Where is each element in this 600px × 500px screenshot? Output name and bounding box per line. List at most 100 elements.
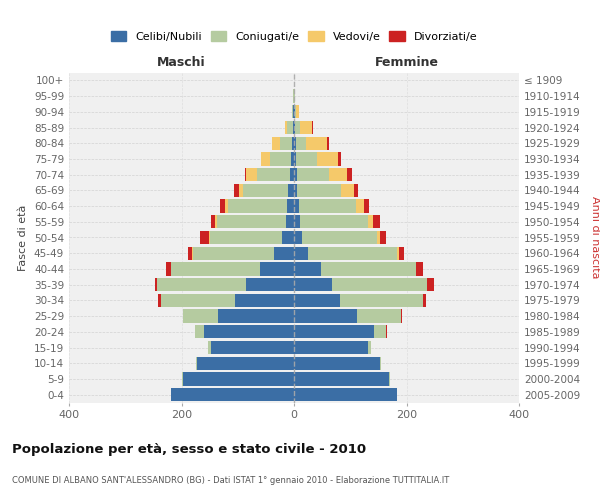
Bar (235, 184, 294, 197)
Bar (294, 310, 357, 323)
Bar (280, 136, 294, 150)
Bar (294, 231, 380, 244)
Bar (294, 310, 401, 323)
Bar (294, 200, 364, 213)
Bar (208, 341, 294, 354)
Bar (289, 184, 294, 197)
Bar (294, 310, 401, 323)
Bar (292, 136, 294, 150)
Bar (294, 136, 296, 150)
Bar (294, 152, 317, 166)
Bar (211, 215, 294, 228)
Bar (294, 325, 374, 338)
Bar (294, 294, 340, 307)
Bar (294, 310, 402, 323)
Bar (182, 372, 294, 386)
Bar (294, 262, 423, 276)
Bar (294, 231, 302, 244)
Bar (294, 246, 308, 260)
Bar (294, 341, 368, 354)
Bar (245, 168, 294, 181)
Bar (294, 121, 295, 134)
Bar (294, 200, 299, 213)
Bar (294, 105, 299, 118)
Bar (294, 372, 389, 386)
Bar (294, 388, 397, 402)
Bar (172, 262, 294, 276)
Bar (287, 200, 294, 213)
Bar (294, 215, 368, 228)
Bar (294, 136, 306, 150)
Bar (294, 231, 377, 244)
Y-axis label: Anni di nascita: Anni di nascita (590, 196, 600, 279)
Bar (294, 246, 404, 260)
Bar (172, 388, 294, 402)
Bar (294, 294, 424, 307)
Bar (245, 168, 294, 181)
Bar (294, 136, 327, 150)
Bar (172, 388, 294, 402)
Bar (260, 262, 294, 276)
Legend: Celibi/Nubili, Coniugati/e, Vedovi/e, Divorziati/e: Celibi/Nubili, Coniugati/e, Vedovi/e, Di… (106, 27, 482, 46)
Bar (294, 278, 427, 291)
Bar (294, 372, 389, 386)
Bar (285, 121, 294, 134)
Bar (261, 152, 294, 166)
Bar (172, 388, 294, 402)
Bar (281, 231, 294, 244)
Bar (158, 294, 294, 307)
Bar (292, 105, 294, 118)
Bar (294, 341, 371, 354)
Bar (197, 356, 294, 370)
Bar (294, 372, 389, 386)
Bar (287, 121, 294, 134)
Bar (294, 168, 297, 181)
Bar (239, 184, 294, 197)
Bar (294, 105, 299, 118)
Bar (294, 215, 380, 228)
Bar (217, 215, 294, 228)
Text: Popolazione per età, sesso e stato civile - 2010: Popolazione per età, sesso e stato civil… (12, 442, 366, 456)
Bar (294, 356, 381, 370)
Bar (294, 200, 370, 213)
Bar (157, 278, 294, 291)
Bar (209, 231, 294, 244)
Bar (183, 310, 294, 323)
Bar (294, 200, 356, 213)
Bar (294, 278, 332, 291)
Bar (294, 341, 371, 354)
Bar (220, 200, 294, 213)
Bar (290, 168, 294, 181)
Y-axis label: Fasce di età: Fasce di età (19, 204, 28, 270)
Bar (294, 231, 386, 244)
Bar (294, 90, 295, 103)
Bar (294, 388, 397, 402)
Bar (294, 121, 312, 134)
Text: Maschi: Maschi (157, 56, 206, 70)
Bar (292, 105, 294, 118)
Bar (195, 325, 294, 338)
Bar (166, 262, 294, 276)
Bar (182, 310, 294, 323)
Bar (208, 341, 294, 354)
Bar (294, 90, 295, 103)
Bar (294, 152, 338, 166)
Bar (294, 262, 321, 276)
Bar (294, 184, 298, 197)
Bar (192, 246, 294, 260)
Bar (294, 325, 387, 338)
Bar (183, 310, 294, 323)
Bar (204, 325, 294, 338)
Bar (294, 325, 386, 338)
Bar (294, 356, 381, 370)
Bar (182, 372, 294, 386)
Bar (294, 184, 353, 197)
Bar (294, 278, 434, 291)
Bar (293, 121, 294, 134)
Bar (294, 278, 427, 291)
Bar (172, 388, 294, 402)
Bar (246, 278, 294, 291)
Bar (182, 372, 294, 386)
Bar (155, 278, 294, 291)
Bar (161, 294, 294, 307)
